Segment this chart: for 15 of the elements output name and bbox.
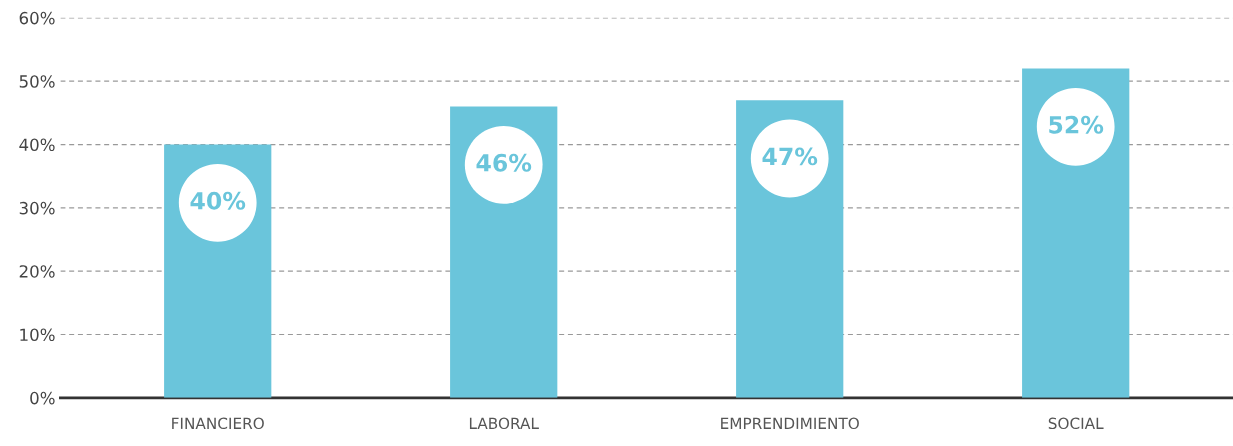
x-tick-label: SOCIAL xyxy=(1048,417,1104,430)
y-tick-label: 50% xyxy=(19,75,55,88)
x-tick-label: EMPRENDIMIENTO xyxy=(721,417,859,430)
y-tick-label: 60% xyxy=(19,11,55,25)
data-label: 40% xyxy=(190,191,246,210)
y-tick-label: 40% xyxy=(19,138,55,152)
data-label: 47% xyxy=(762,147,818,166)
x-tick-label: LABORAL xyxy=(469,417,539,430)
data-label: 46% xyxy=(476,153,532,172)
y-tick-label: 10% xyxy=(20,328,55,342)
y-tick-label: 30% xyxy=(19,201,55,215)
y-tick-label: 0% xyxy=(30,391,55,405)
x-tick-label: FINANCIERO xyxy=(172,417,264,430)
data-label: 52% xyxy=(1049,115,1104,134)
y-tick-label: 20% xyxy=(19,265,55,278)
